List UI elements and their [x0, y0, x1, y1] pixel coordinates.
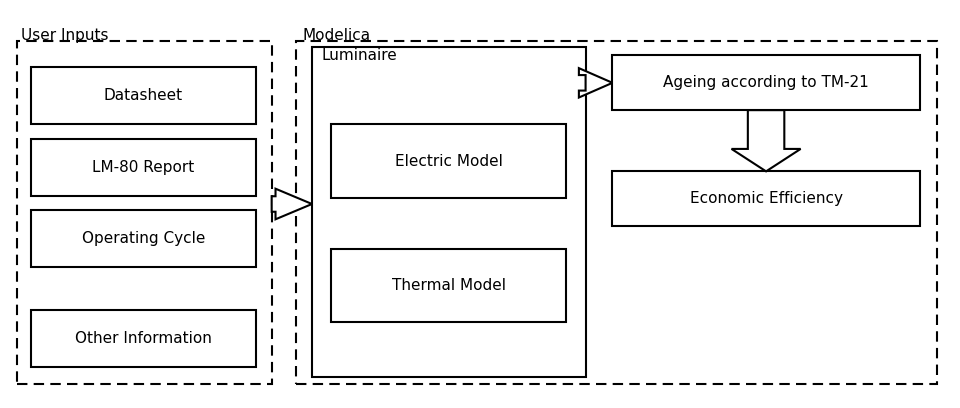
Text: LM-80 Report: LM-80 Report: [92, 160, 195, 175]
Polygon shape: [732, 110, 801, 171]
Text: Thermal Model: Thermal Model: [392, 278, 506, 293]
Text: Datasheet: Datasheet: [104, 89, 183, 103]
Text: User Inputs: User Inputs: [21, 28, 108, 43]
Bar: [612, 55, 920, 110]
Text: Operating Cycle: Operating Cycle: [82, 231, 205, 246]
Polygon shape: [272, 188, 312, 220]
Bar: [17, 41, 272, 384]
Bar: [312, 47, 586, 377]
Bar: [331, 124, 566, 198]
Text: Luminaire: Luminaire: [322, 48, 397, 63]
Text: Electric Model: Electric Model: [395, 154, 503, 169]
Bar: [31, 310, 256, 367]
Text: Ageing according to TM-21: Ageing according to TM-21: [663, 75, 869, 90]
Bar: [331, 249, 566, 322]
Bar: [31, 139, 256, 196]
Polygon shape: [579, 68, 612, 98]
Bar: [31, 67, 256, 124]
Text: Economic Efficiency: Economic Efficiency: [689, 191, 843, 206]
Text: Other Information: Other Information: [75, 331, 212, 346]
Bar: [31, 210, 256, 267]
Text: Modelica: Modelica: [302, 28, 371, 43]
Bar: [612, 171, 920, 226]
Bar: [296, 41, 937, 384]
